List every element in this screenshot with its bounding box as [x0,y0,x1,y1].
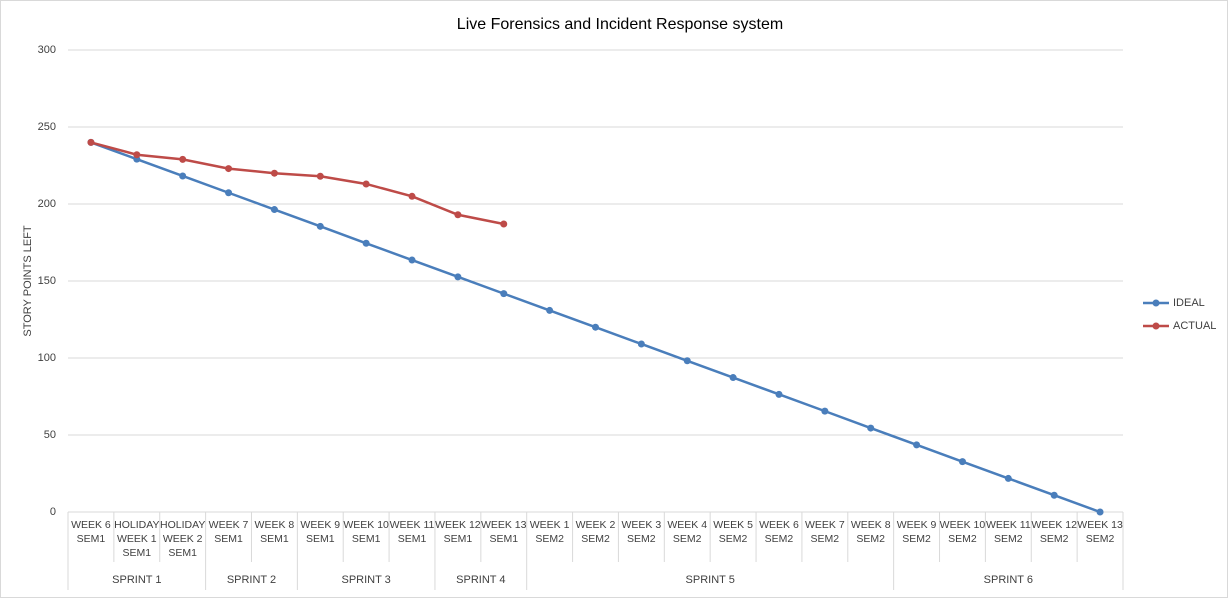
data-point [592,323,599,331]
x-tick-label: WEEK 10 SEM1 [343,519,389,545]
data-point [316,222,324,230]
group-label: SPRINT 2 [227,574,276,586]
x-tick-label: WEEK 2 SEM2 [575,519,616,545]
data-point [179,155,187,163]
x-tick-label: WEEK 5 SEM2 [713,519,753,545]
x-tick-label: WEEK 6 SEM1 [71,519,111,545]
data-point [225,165,233,173]
x-tick-label: WEEK 1 SEM2 [529,519,570,545]
legend-label: IDEAL [1173,297,1205,309]
data-point [1050,491,1058,499]
x-tick-label: WEEK 8 SEM2 [850,519,891,545]
x-tick-label: HOLIDAY WEEK 1 SEM1 [114,519,160,559]
y-axis-label: STORY POINTS LEFT [22,225,34,337]
data-point [362,239,370,247]
x-tick-label: WEEK 11 SEM2 [985,519,1031,545]
x-tick-label: WEEK 4 SEM2 [667,519,708,545]
x-tick-label: WEEK 7 SEM2 [804,519,845,545]
y-tick-label: 150 [38,275,56,287]
data-point [87,138,95,146]
x-tick-label: WEEK 3 SEM2 [621,519,662,545]
data-point [133,151,141,159]
data-point [179,172,187,180]
data-point [500,290,508,298]
data-point [316,172,324,180]
x-tick-label: WEEK 12 SEM2 [1031,519,1077,545]
y-tick-label: 100 [38,352,56,364]
chart-title: Live Forensics and Incident Response sys… [457,16,783,33]
x-tick-label: WEEK 9 SEM2 [896,519,937,545]
group-label: SPRINT 3 [341,574,390,586]
data-point [454,211,462,219]
x-tick-label: WEEK 13 SEM2 [1077,519,1123,545]
legend-marker [1152,299,1160,307]
x-tick-label: WEEK 8 SEM1 [254,519,295,545]
group-label: SPRINT 4 [456,574,505,586]
data-point [1096,508,1104,516]
legend-label: ACTUAL [1173,320,1216,332]
y-tick-label: 50 [44,429,56,441]
data-point [454,273,462,281]
y-tick-label: 250 [38,121,56,133]
data-point [225,189,233,197]
group-label: SPRINT 6 [984,574,1033,586]
data-point [729,374,737,382]
data-point [958,458,966,466]
x-tick-label: WEEK 11 SEM1 [389,519,435,545]
data-point [1004,474,1012,482]
x-tick-label: WEEK 10 SEM2 [939,519,986,545]
x-tick-label: WEEK 12 SEM1 [435,519,481,545]
series-line [90,141,505,226]
y-tick-label: 300 [38,44,56,56]
y-tick-label: 200 [38,198,56,210]
data-point [500,220,508,228]
data-point [913,441,921,449]
group-label: SPRINT 5 [686,574,735,586]
y-tick-label: 0 [50,506,56,518]
x-tick-label: WEEK 6 SEM2 [759,519,799,545]
legend-marker [1152,322,1160,330]
x-tick-label: WEEK 9 SEM1 [300,519,341,545]
data-point [270,169,278,177]
data-point [867,424,875,432]
data-point [362,180,370,188]
x-tick-label: WEEK 7 SEM1 [208,519,249,545]
group-label: SPRINT 1 [112,574,161,586]
data-point [821,407,829,415]
data-point [270,206,278,214]
data-point [775,390,783,398]
x-tick-label: WEEK 13 SEM1 [480,519,527,545]
data-point [408,192,416,200]
data-point [408,256,416,264]
data-point [546,306,554,314]
x-tick-label: HOLIDAY WEEK 2 SEM1 [160,519,206,559]
data-point [637,340,645,348]
data-point [683,357,691,365]
